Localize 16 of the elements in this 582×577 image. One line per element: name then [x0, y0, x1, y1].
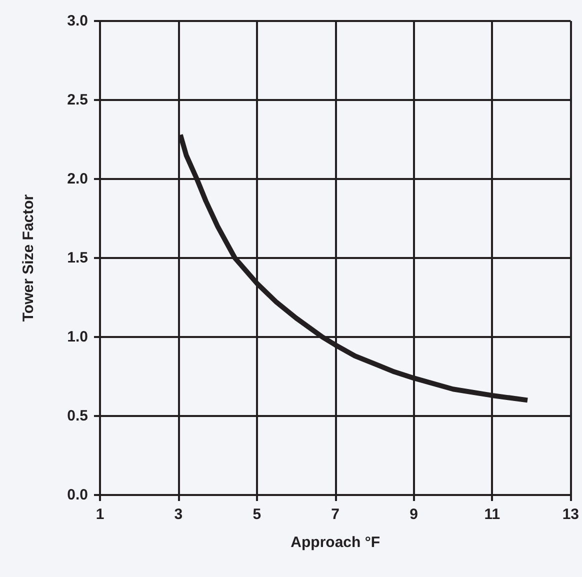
y-tick-label: 3.0	[67, 12, 88, 30]
y-tick-label: 0.0	[67, 486, 88, 504]
y-tick-label: 1.0	[67, 328, 88, 346]
x-axis-title: Approach °F	[290, 534, 380, 551]
x-tick-label: 5	[252, 506, 262, 523]
y-tick-label: 2.0	[67, 170, 88, 188]
x-tick-label: 3	[174, 506, 183, 523]
y-tick-label: 1.5	[67, 250, 88, 266]
x-tick-label: 1	[96, 506, 104, 523]
y-axis-title: Tower Size Factor	[20, 194, 37, 322]
y-tick-label: 2.5	[67, 92, 88, 108]
x-tick-label: 11	[484, 506, 500, 523]
x-tick-label: 9	[410, 506, 418, 523]
x-tick-label: 7	[331, 506, 340, 523]
y-tick-label: 0.5	[67, 408, 88, 424]
x-tick-label: 13	[562, 506, 579, 523]
